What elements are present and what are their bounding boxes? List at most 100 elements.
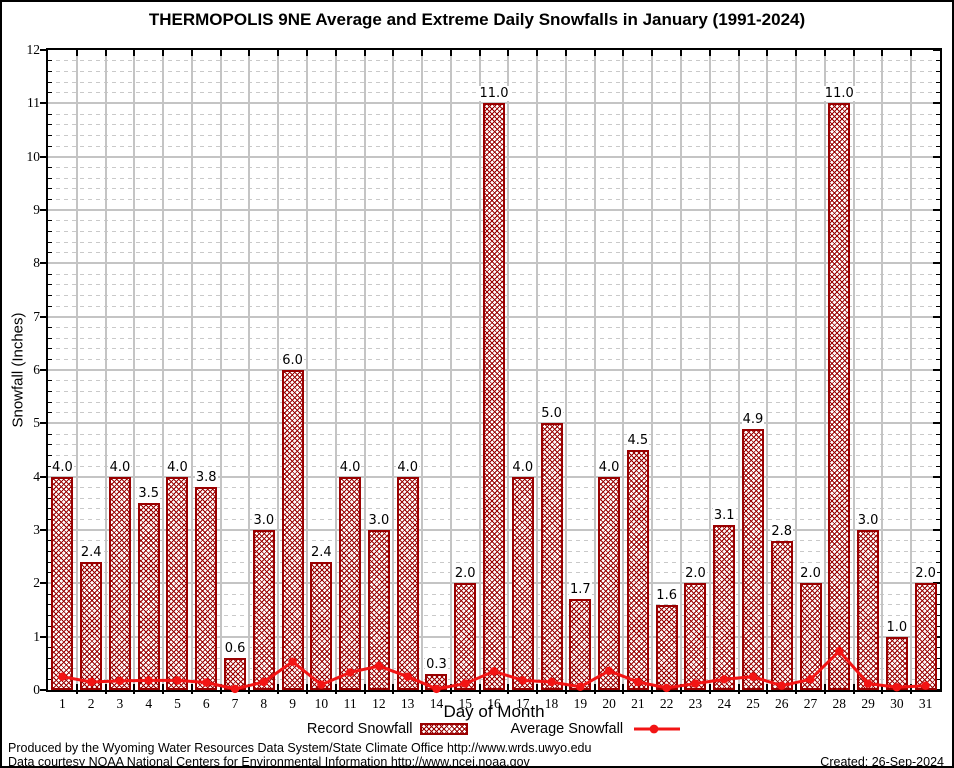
x-tick-label: 30 [890,696,904,711]
average-point [863,679,873,688]
y-axis-minor-tick [48,273,52,275]
gridline-vertical [680,50,683,690]
bar-value-label: 4.0 [386,459,430,475]
x-axis-tick [507,684,510,691]
y-axis-major-tick [933,102,940,105]
bar-value-text: 1.0 [885,619,909,635]
y-axis-minor-tick [48,401,52,403]
x-axis-tick [392,684,395,691]
y-tick-label: 7 [33,308,40,324]
y-axis-major-tick [40,262,46,265]
y-axis-major-tick [40,689,46,691]
x-axis-tick [507,690,510,694]
average-point [58,672,67,681]
x-axis-tick [277,690,280,694]
x-tick-label: 21 [631,696,645,711]
x-axis-tick [277,684,280,691]
x-axis-tick [651,49,654,56]
gridline-vertical [852,50,855,690]
y-axis-minor-tick [936,401,940,403]
x-axis-tick [823,690,826,694]
x-axis-tick [104,690,107,694]
footer-credit-line2: Data courtesy NOAA National Centers for … [8,755,530,768]
gridline-vertical [795,50,798,690]
bar-day-8 [252,530,275,690]
average-point [662,683,671,693]
y-axis-major-tick [933,369,940,371]
bar-value-label: 11.0 [817,86,861,102]
x-tick-label: 14 [429,696,444,711]
bar-day-14 [425,674,448,690]
bar-value-text: 2.0 [684,566,707,582]
y-axis-major-tick [933,422,940,425]
gridline-vertical [507,50,510,690]
y-axis-major-tick [933,155,940,158]
y-axis-minor-tick [936,454,940,456]
x-tick-label: 13 [400,696,415,711]
y-axis-minor-tick [936,348,940,350]
gridline-vertical [392,50,395,690]
y-axis-minor-tick [48,294,52,296]
bar-day-17 [511,476,534,690]
y-tick-label: 4 [33,468,40,484]
y-axis-minor-tick [48,657,52,659]
created-date: Created: 26-Sep-2024 [820,755,944,768]
bar-day-11 [339,476,362,690]
x-axis-tick [219,684,222,691]
x-axis-tick [363,684,366,691]
bar-value-label: 1.0 [875,619,919,635]
x-axis-tick [162,690,165,694]
x-axis-tick [75,49,78,56]
bar-day-22 [655,604,678,690]
y-axis-minor-tick [936,252,940,254]
bar-value-text: 3.1 [712,507,736,523]
y-axis-minor-tick [936,540,940,542]
x-axis-tick [708,684,711,691]
x-axis-tick [449,49,452,56]
y-axis-minor-tick [48,348,52,350]
y-axis-minor-tick [936,646,940,648]
y-axis-minor-tick [48,572,52,574]
plot-area: Snowfall (Inches) 0 1 2 3 4 5 6 7 8 9 10 11 12 1 2 3 4 5 6… [10,42,942,711]
legend-average-line-icon [634,724,681,734]
bar-value-label: 3.5 [127,486,171,502]
x-axis-tick [852,690,855,694]
chart-title: THERMOPOLIS 9NE Average and Extreme Dail… [148,10,806,29]
average-point [432,684,441,694]
gridline-vertical [823,50,826,690]
y-axis-minor-tick [48,678,52,680]
average-point [777,681,786,690]
bar-value-text: 3.5 [137,486,161,502]
average-point [288,657,297,666]
y-axis-minor-tick [48,508,52,510]
gridline-vertical [478,50,481,690]
bar-day-9 [281,370,304,690]
y-axis-minor-tick [936,604,940,606]
y-axis-major-tick [933,475,940,478]
bar-value-label: 3.1 [702,507,746,523]
y-axis-minor-tick [48,358,52,360]
y-axis-minor-tick [936,593,940,595]
y-tick-label: 10 [26,148,41,164]
y-axis-minor-tick [48,486,52,488]
bar-day-26 [770,540,793,690]
y-axis-minor-tick [48,540,52,542]
x-axis-tick [133,49,136,56]
y-axis-major-tick [40,102,46,105]
bar-value-label: 3.0 [242,513,286,528]
bar-value-label: 2.4 [69,545,113,560]
x-axis-tick [737,684,740,691]
gridline-vertical [219,50,222,690]
average-point [345,668,355,677]
x-axis-tick [305,49,308,56]
y-axis-minor-tick [936,284,940,286]
bar-day-2 [80,562,103,690]
y-axis-major-tick [933,49,940,51]
bar-value-text: 11.0 [478,86,510,102]
average-point [173,676,182,685]
x-tick-label: 28 [832,696,847,711]
x-tick-label: 1 [59,696,66,711]
bar-value-text: 4.0 [108,459,132,475]
legend-average-label: Average Snowfall [510,721,624,737]
x-axis-tick [219,690,222,694]
